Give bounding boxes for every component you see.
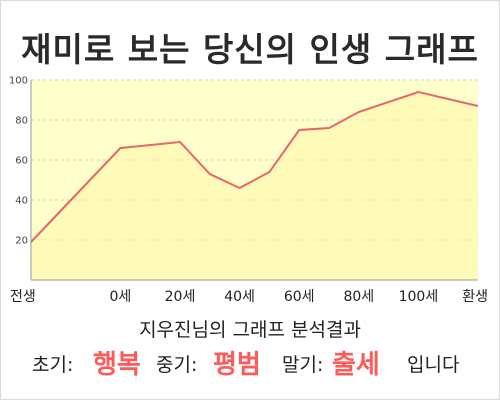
x-tick-label: 환생 (462, 289, 488, 305)
result-suffix: 입니다 (407, 354, 460, 376)
x-tick-label: 40세 (224, 289, 255, 305)
x-tick-label: 20세 (165, 289, 196, 305)
middle-label: 중기: (156, 354, 198, 376)
y-tick-label: 100 (9, 76, 28, 87)
y-axis-ticks: 20 40 60 80 100 (9, 76, 28, 247)
late-label: 말기: (282, 354, 324, 376)
x-tick-label: 100세 (399, 289, 439, 305)
y-tick-label: 60 (15, 156, 28, 167)
middle-value: 평범 (213, 350, 261, 380)
x-axis-ticks: 전생 0세 20세 40세 60세 80세 100세 환생 (10, 289, 488, 305)
result-title: 지우진님의 그래프 분석결과 (139, 319, 361, 341)
area-fill (31, 92, 478, 280)
x-tick-label: 전생 (10, 289, 36, 305)
life-line (30, 90, 479, 243)
x-tick-label: 60세 (284, 289, 315, 305)
page-title: 재미로 보는 당신의 인생 그래프 (21, 30, 479, 69)
x-tick-label: 0세 (110, 289, 132, 305)
early-label: 초기: (32, 354, 74, 376)
y-tick-label: 40 (15, 196, 28, 207)
y-tick-label: 80 (15, 116, 28, 127)
x-tick-label: 80세 (343, 289, 374, 305)
early-value: 행복 (93, 350, 141, 380)
result-summary: 초기: 행복 중기: 평범 말기: 출세 입니다 (0, 348, 500, 382)
y-tick-label: 20 (15, 236, 28, 247)
late-value: 출세 (332, 350, 380, 380)
